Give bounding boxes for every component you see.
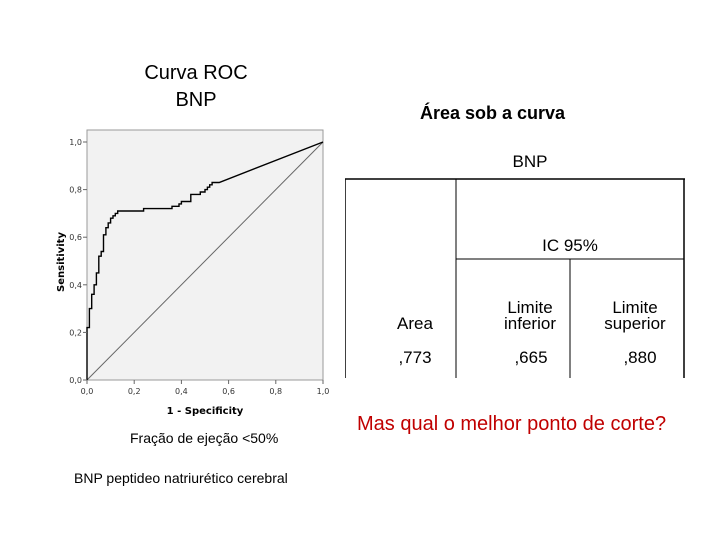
col-area-header: Area [397,314,433,333]
ci-header: IC 95% [542,236,598,255]
caption-ejection-fraction: Fração de ejeção <50% [130,430,279,446]
reference-diagonal [86,141,324,381]
roc-title-line-2: BNP [175,89,217,111]
auc-table-lines [345,178,685,378]
y-tick-label: 0,4 [69,281,82,290]
y-axis-label: Sensitivity [56,232,67,292]
x-tick-label: 1,0 [317,387,330,396]
upper-value: ,880 [623,348,657,367]
col-lower-header: Limite inferior [504,298,556,333]
x-tick-label: 0,8 [269,387,282,396]
roc-title: Curva ROC BNP [110,60,282,114]
auc-group-label: BNP [512,152,548,171]
col-upper-header: Limite superior [604,298,666,333]
x-tick-label: 0,0 [81,387,94,396]
plot-area [86,129,324,381]
auc-title: Área sob a curva [420,103,566,123]
lower-value: ,665 [514,348,548,367]
roc-title-line-1: Curva ROC [144,62,248,84]
auc-table: BNP IC 95% Area Limite inferior Limite s… [345,150,685,378]
y-tick-label: 0,0 [69,376,82,385]
x-tick-label: 0,4 [175,387,188,396]
caption-bnp: BNP peptideo natriurético cerebral [74,470,288,486]
y-tick-label: 0,2 [69,328,82,337]
y-tick-label: 0,8 [69,186,82,195]
x-tick-label: 0,2 [128,387,141,396]
x-tick-label: 0,6 [222,387,235,396]
y-ticks: 0,0 0,2 0,4 0,6 0,8 1,0 [69,138,87,385]
x-axis-label: 1 - Specificity [167,406,244,417]
roc-chart: 0,0 0,2 0,4 0,6 0,8 1,0 0,0 0,2 0,4 0,6 0,8 1,0 1 … [56,129,330,417]
question-text: Mas qual o melhor ponto de corte? [357,413,667,435]
roc-curve [86,141,324,380]
area-value: ,773 [398,348,432,367]
y-tick-label: 1,0 [69,138,82,147]
x-ticks: 0,0 0,2 0,4 0,6 0,8 1,0 [81,380,330,396]
y-tick-label: 0,6 [69,233,82,242]
